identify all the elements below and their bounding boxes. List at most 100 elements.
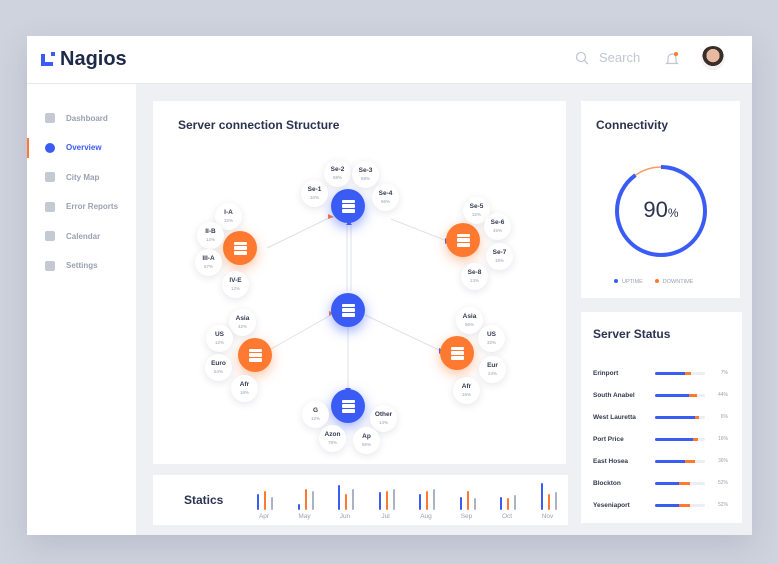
node-percent: 32% <box>486 339 496 345</box>
server-status-panel: Server Status Erinport 7% South Anabel 44% W… <box>581 312 742 523</box>
gear-icon <box>45 260 55 271</box>
server-hub[interactable] <box>446 223 480 257</box>
sidebar-item-city-map[interactable]: City Map <box>27 167 136 187</box>
month-label: Sep <box>460 513 473 520</box>
server-node[interactable]: Afr 16% <box>231 375 258 402</box>
server-node[interactable]: G 12% <box>302 401 329 428</box>
bar-gray-aug <box>433 489 435 510</box>
server-node[interactable]: Asia 56% <box>456 307 483 334</box>
server-node[interactable]: Se-3 58% <box>352 161 379 188</box>
node-name: Se-2 <box>330 166 345 173</box>
bar-gray-jul <box>392 489 395 510</box>
node-percent: 13% <box>469 277 479 283</box>
panel-title: Statics <box>184 493 224 507</box>
server-node[interactable]: Eur 24% <box>479 356 506 383</box>
node-name: Azon <box>324 431 341 438</box>
bar-orange-oct <box>507 498 509 510</box>
server-status-row: Erinport 7% <box>593 367 728 379</box>
month-label: Nov <box>541 513 554 520</box>
sidebar-item-overview[interactable]: Overview <box>27 137 136 158</box>
bar-blue-oct <box>500 497 502 510</box>
node-percent: 16% <box>239 389 249 395</box>
server-node[interactable]: US 12% <box>206 325 233 352</box>
node-name: Se-3 <box>358 167 373 174</box>
node-name: Se-8 <box>467 269 482 276</box>
status-bar <box>655 393 705 397</box>
search-input[interactable]: Search <box>599 50 641 65</box>
server-node[interactable]: Afr 16% <box>453 377 480 404</box>
node-name: Afr <box>239 381 250 388</box>
node-percent: 14% <box>378 419 388 425</box>
server-node[interactable]: Euro 54% <box>205 354 232 381</box>
server-percent: 6% <box>720 414 728 420</box>
status-bar <box>655 503 705 507</box>
bell-icon[interactable] <box>665 51 679 67</box>
server-node[interactable]: Azon 78% <box>319 425 346 452</box>
bar-orange-sep <box>466 491 469 510</box>
node-percent: 24% <box>487 370 497 376</box>
map-pin-icon <box>45 172 55 182</box>
node-percent: 42% <box>237 323 247 329</box>
node-percent: 16% <box>461 391 471 397</box>
server-icon <box>450 346 464 360</box>
bar-blue-jun <box>338 485 340 510</box>
server-name: Blockton <box>593 479 621 487</box>
server-hub[interactable] <box>238 338 272 372</box>
avatar[interactable] <box>701 46 725 70</box>
status-bar <box>655 481 705 485</box>
sidebar-item-error-reports[interactable]: Error Reports <box>27 197 136 217</box>
server-percent: 44% <box>717 392 728 398</box>
connectivity-legend: UPTIME DOWNTIME <box>614 279 693 285</box>
server-node[interactable]: Other 14% <box>370 405 397 432</box>
server-status-row: Port Price 16% <box>593 433 728 445</box>
node-percent: 67% <box>203 263 213 269</box>
server-node[interactable]: Se-6 45% <box>484 213 511 240</box>
server-node[interactable]: Ap 56% <box>353 427 380 454</box>
bar-orange-jun <box>345 494 347 510</box>
search-icon <box>575 51 589 64</box>
server-node[interactable]: IV-E 12% <box>222 271 249 298</box>
node-name: Se-4 <box>378 190 393 197</box>
sidebar-item-calendar[interactable]: Calendar <box>27 226 136 246</box>
server-hub[interactable] <box>440 336 474 370</box>
node-name: US <box>486 331 497 338</box>
bar-blue-may <box>297 504 300 510</box>
server-node[interactable]: Asia 42% <box>229 309 256 336</box>
server-node[interactable]: Se-2 58% <box>324 160 351 187</box>
server-hub[interactable] <box>223 231 257 265</box>
bar-blue-sep <box>459 497 462 510</box>
server-node[interactable]: II-B 12% <box>197 222 224 249</box>
status-bar <box>655 459 705 463</box>
sidebar: Dashboard Overview City Map Error Reports Ca… <box>27 84 136 535</box>
search-box[interactable]: Search <box>575 50 640 65</box>
node-percent: 10% <box>309 194 319 200</box>
statics-panel: Statics Apr May Jun Jul Aug Sep Oct Nov <box>153 475 568 525</box>
node-percent: 56% <box>361 441 371 447</box>
node-name: G <box>312 407 319 414</box>
server-node[interactable]: III-A 67% <box>195 249 222 276</box>
node-percent: 32% <box>223 217 233 223</box>
node-name: Afr <box>461 383 472 390</box>
month-label: May <box>298 513 311 520</box>
server-node[interactable]: Se-7 18% <box>486 243 513 270</box>
node-name: II-B <box>205 228 216 235</box>
server-node[interactable]: Se-8 13% <box>461 263 488 290</box>
sidebar-item-dashboard[interactable]: Dashboard <box>27 108 136 128</box>
server-node[interactable]: US 32% <box>478 325 505 352</box>
server-node[interactable]: Se-4 56% <box>372 184 399 211</box>
node-percent: 56% <box>380 198 390 204</box>
node-name: Ap <box>362 433 371 440</box>
server-name: South Anabel <box>593 391 635 399</box>
node-percent: 32% <box>471 211 481 217</box>
server-hub[interactable] <box>331 189 365 223</box>
server-hub[interactable] <box>331 293 365 327</box>
cloud-icon <box>45 201 55 212</box>
node-name: Se-7 <box>492 249 507 256</box>
server-hub[interactable] <box>331 389 365 423</box>
node-name: III-A <box>202 255 215 262</box>
logo[interactable]: Nagios <box>41 48 127 71</box>
server-node[interactable]: Se-1 10% <box>301 180 328 207</box>
sidebar-item-label: Dashboard <box>66 113 108 123</box>
calendar-icon <box>45 231 55 241</box>
sidebar-item-settings[interactable]: Settings <box>27 256 136 276</box>
